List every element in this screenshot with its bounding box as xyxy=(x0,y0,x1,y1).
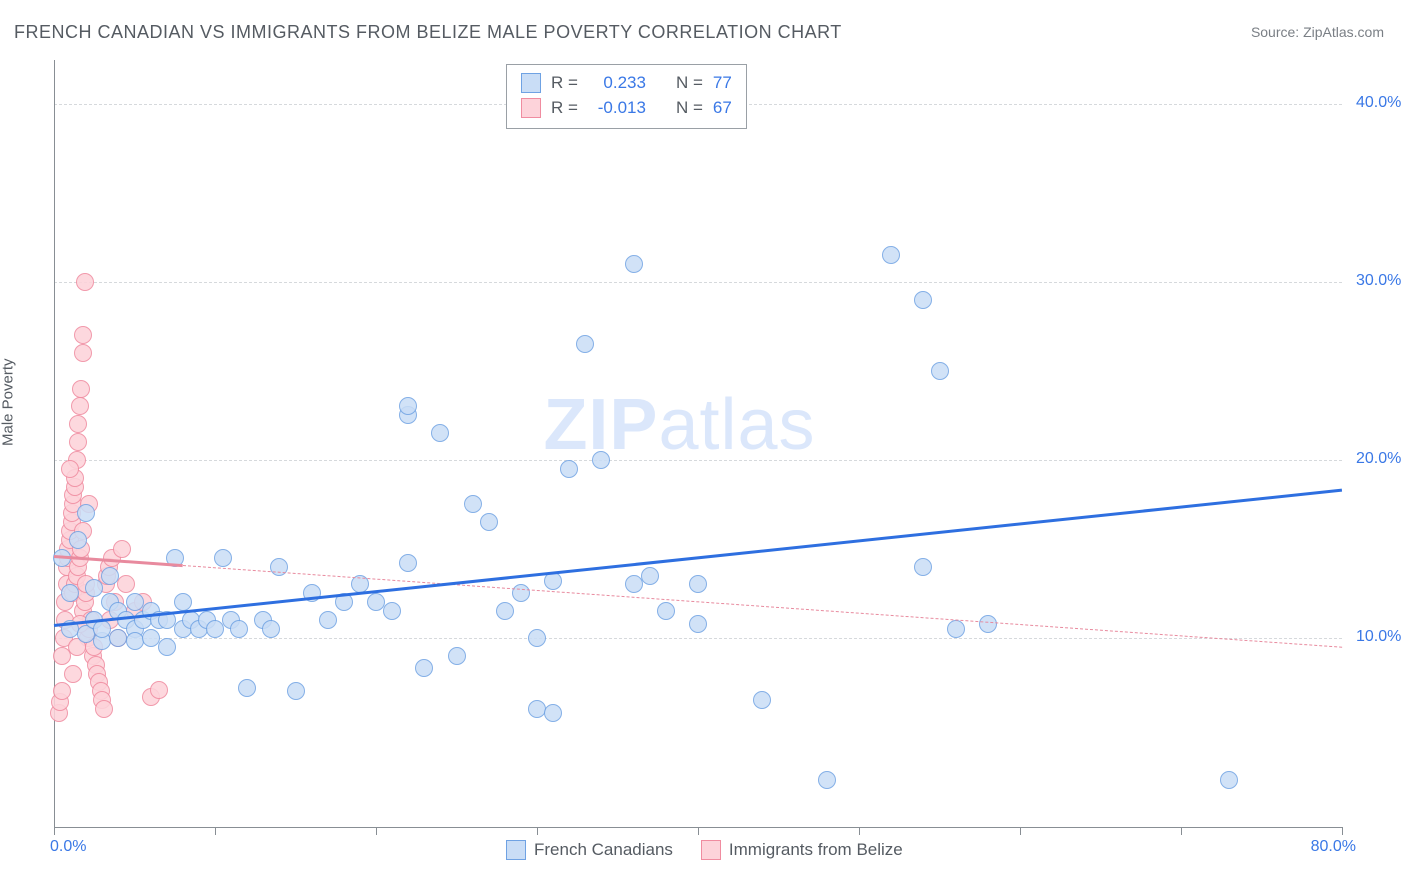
data-point xyxy=(464,495,482,513)
swatch-blue xyxy=(521,73,541,93)
chart-title: FRENCH CANADIAN VS IMMIGRANTS FROM BELIZ… xyxy=(14,22,842,43)
swatch-pink xyxy=(521,98,541,118)
data-point xyxy=(415,659,433,677)
data-point xyxy=(53,682,71,700)
data-point xyxy=(528,629,546,647)
data-point xyxy=(262,620,280,638)
n-label: N = xyxy=(676,71,703,96)
data-point xyxy=(238,679,256,697)
data-point xyxy=(689,575,707,593)
data-point xyxy=(77,504,95,522)
data-point xyxy=(69,415,87,433)
data-point xyxy=(95,700,113,718)
legend-label-pink: Immigrants from Belize xyxy=(729,840,903,860)
y-tick-label: 40.0% xyxy=(1356,94,1401,112)
data-point xyxy=(71,397,89,415)
plot-area: ZIPatlas 10.0%20.0%30.0%40.0%0.0%80.0% xyxy=(54,60,1342,828)
r-value-blue: 0.233 xyxy=(588,71,646,96)
data-point xyxy=(76,273,94,291)
legend-label-blue: French Canadians xyxy=(534,840,673,860)
y-tick-label: 20.0% xyxy=(1356,450,1401,468)
legend-item-pink: Immigrants from Belize xyxy=(701,840,903,860)
data-point xyxy=(979,615,997,633)
data-point xyxy=(753,691,771,709)
data-point xyxy=(74,344,92,362)
source-attribution: Source: ZipAtlas.com xyxy=(1251,24,1384,40)
data-point xyxy=(496,602,514,620)
data-point xyxy=(214,549,232,567)
swatch-pink xyxy=(701,840,721,860)
correlation-row-pink: R = -0.013 N = 67 xyxy=(521,96,732,121)
r-value-pink: -0.013 xyxy=(588,96,646,121)
data-point xyxy=(882,246,900,264)
n-value-pink: 67 xyxy=(713,96,732,121)
data-point xyxy=(931,362,949,380)
data-point xyxy=(101,567,119,585)
data-point xyxy=(399,554,417,572)
data-point xyxy=(319,611,337,629)
data-point xyxy=(528,700,546,718)
data-point xyxy=(72,380,90,398)
data-point xyxy=(74,326,92,344)
trend-line xyxy=(183,565,1342,648)
data-point xyxy=(657,602,675,620)
data-point xyxy=(914,291,932,309)
trend-line xyxy=(54,489,1342,627)
data-point xyxy=(431,424,449,442)
data-point xyxy=(113,540,131,558)
data-point xyxy=(174,593,192,611)
data-point xyxy=(641,567,659,585)
data-point xyxy=(206,620,224,638)
y-tick-label: 30.0% xyxy=(1356,272,1401,290)
r-label: R = xyxy=(551,96,578,121)
data-point xyxy=(85,579,103,597)
data-point xyxy=(142,629,160,647)
source-link[interactable]: ZipAtlas.com xyxy=(1303,24,1384,40)
data-point xyxy=(117,575,135,593)
data-point xyxy=(61,460,79,478)
swatch-blue xyxy=(506,840,526,860)
series-legend: French Canadians Immigrants from Belize xyxy=(506,840,903,860)
correlation-legend: R = 0.233 N = 77 R = -0.013 N = 67 xyxy=(506,64,747,129)
data-point xyxy=(69,531,87,549)
data-point xyxy=(383,602,401,620)
chart-container: FRENCH CANADIAN VS IMMIGRANTS FROM BELIZ… xyxy=(0,0,1406,892)
data-point xyxy=(480,513,498,531)
data-point xyxy=(625,575,643,593)
correlation-row-blue: R = 0.233 N = 77 xyxy=(521,71,732,96)
data-point xyxy=(230,620,248,638)
data-point xyxy=(625,255,643,273)
data-point xyxy=(576,335,594,353)
data-point xyxy=(914,558,932,576)
data-point xyxy=(544,704,562,722)
r-label: R = xyxy=(551,71,578,96)
data-point xyxy=(689,615,707,633)
data-point xyxy=(69,433,87,451)
x-tick-label: 0.0% xyxy=(50,838,86,856)
data-point xyxy=(1220,771,1238,789)
watermark: ZIPatlas xyxy=(543,384,815,466)
data-point xyxy=(126,593,144,611)
n-value-blue: 77 xyxy=(713,71,732,96)
y-axis-label: Male Poverty xyxy=(0,358,17,446)
data-point xyxy=(592,451,610,469)
watermark-rest: atlas xyxy=(658,385,815,465)
data-point xyxy=(109,629,127,647)
data-point xyxy=(126,632,144,650)
data-point xyxy=(287,682,305,700)
n-label: N = xyxy=(676,96,703,121)
data-point xyxy=(150,681,168,699)
y-tick-label: 10.0% xyxy=(1356,628,1401,646)
data-point xyxy=(947,620,965,638)
data-point xyxy=(448,647,466,665)
data-point xyxy=(560,460,578,478)
source-prefix: Source: xyxy=(1251,24,1303,40)
data-point xyxy=(818,771,836,789)
legend-item-blue: French Canadians xyxy=(506,840,673,860)
data-point xyxy=(512,584,530,602)
data-point xyxy=(64,665,82,683)
x-tick-label: 80.0% xyxy=(1296,838,1356,856)
data-point xyxy=(158,638,176,656)
